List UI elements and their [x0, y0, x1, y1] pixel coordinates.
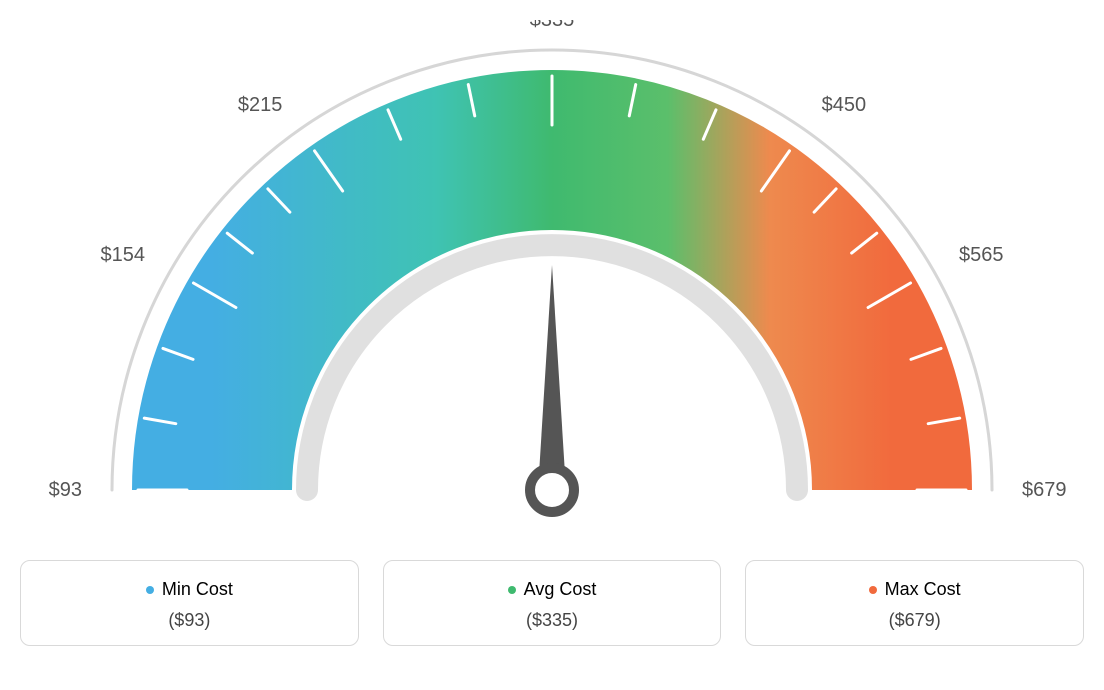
svg-text:$335: $335	[530, 20, 575, 31]
svg-text:$565: $565	[959, 244, 1004, 266]
dot-icon	[869, 586, 877, 594]
gauge-chart: $93 $154 $215 $335 $450 $565 $679	[20, 20, 1084, 540]
legend-card-avg: Avg Cost ($335)	[383, 560, 722, 646]
svg-text:$450: $450	[822, 94, 867, 116]
legend-card-min: Min Cost ($93)	[20, 560, 359, 646]
legend-label-avg: Avg Cost	[524, 579, 597, 600]
legend-row: Min Cost ($93) Avg Cost ($335) Max Cost …	[20, 560, 1084, 646]
svg-text:$93: $93	[49, 479, 82, 501]
legend-value-min: ($93)	[33, 610, 346, 631]
legend-value-max: ($679)	[758, 610, 1071, 631]
legend-label-max: Max Cost	[885, 579, 961, 600]
cost-gauge-widget: $93 $154 $215 $335 $450 $565 $679 Min Cost ($9…	[20, 20, 1084, 646]
legend-card-max: Max Cost ($679)	[745, 560, 1084, 646]
dot-icon	[146, 586, 154, 594]
legend-label-min: Min Cost	[162, 579, 233, 600]
svg-text:$154: $154	[100, 244, 145, 266]
svg-text:$679: $679	[1022, 479, 1067, 501]
legend-value-avg: ($335)	[396, 610, 709, 631]
dot-icon	[508, 586, 516, 594]
svg-text:$215: $215	[238, 94, 283, 116]
